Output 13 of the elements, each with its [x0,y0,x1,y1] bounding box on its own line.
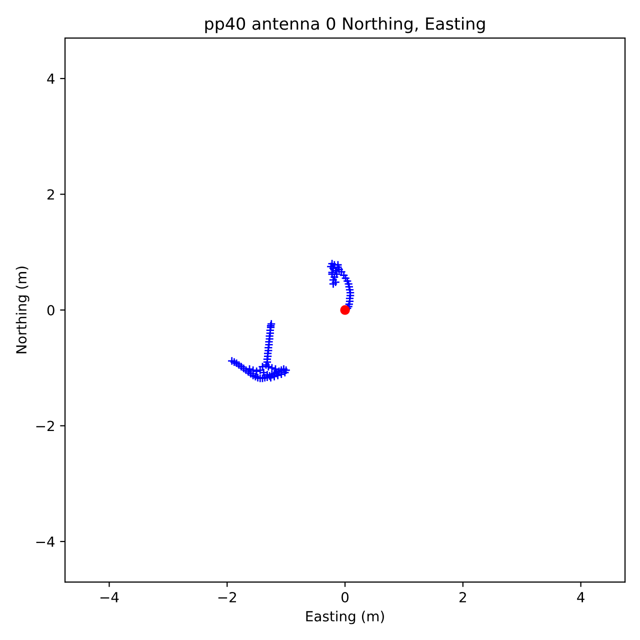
y-tick-label: −2 [36,420,54,432]
y-tick-label: −4 [36,536,55,547]
y-tick-label: 0 [47,304,54,316]
x-tick-label: −2 [218,592,236,602]
x-tick-label: 4 [577,592,584,602]
y-tick-label: 4 [47,74,55,84]
x-axis-title: Easting (m) [306,610,384,624]
x-tick-label: 0 [342,592,349,602]
x-tick-label: −4 [100,592,119,602]
chart-title: pp40 antenna 0 Northing, Easting [205,17,485,34]
x-tick-label: 2 [460,592,466,602]
y-tick-label: 2 [47,189,54,200]
y-axis-title: Northing (m) [16,266,30,354]
